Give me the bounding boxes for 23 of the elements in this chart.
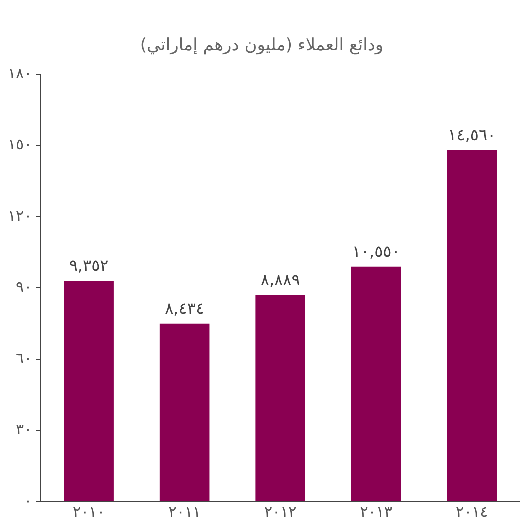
- chart-title: ودائع العملاء (مليون درهم إماراتي): [140, 36, 384, 56]
- annotation: ١٠,٥٥٠: [352, 242, 400, 261]
- y-tick-label: ١٨٠: [8, 64, 32, 82]
- annotation: ١٤,٥٦٠: [448, 126, 496, 145]
- annotation: ٩,٣٥٢: [69, 256, 109, 276]
- x-tick-label: ٢٠١٠: [72, 502, 106, 521]
- x-tick-label: ٢٠١٤: [456, 502, 488, 521]
- bar: [64, 281, 114, 502]
- y-tick-label: ٩٠: [16, 278, 32, 296]
- annotation: ٨,٨٨٩: [260, 270, 300, 290]
- y-tick-label: ٦٠: [16, 349, 32, 368]
- bar: [351, 266, 402, 502]
- y-tick-label: ٣٠: [16, 420, 32, 439]
- x-tick-label: ٢٠١٢: [264, 502, 297, 521]
- bar: [160, 324, 210, 502]
- bar: [447, 150, 498, 502]
- x-tick-label: ٢٠١١: [168, 502, 201, 521]
- y-tick-label: ٠: [24, 492, 32, 510]
- bar: [256, 295, 306, 502]
- annotation: ٨,٤٣٤: [165, 298, 205, 318]
- y-tick-label: ١٢٠: [8, 206, 32, 225]
- x-tick-label: ٢٠١٣: [360, 502, 392, 521]
- y-tick-label: ١٥٠: [8, 136, 32, 154]
